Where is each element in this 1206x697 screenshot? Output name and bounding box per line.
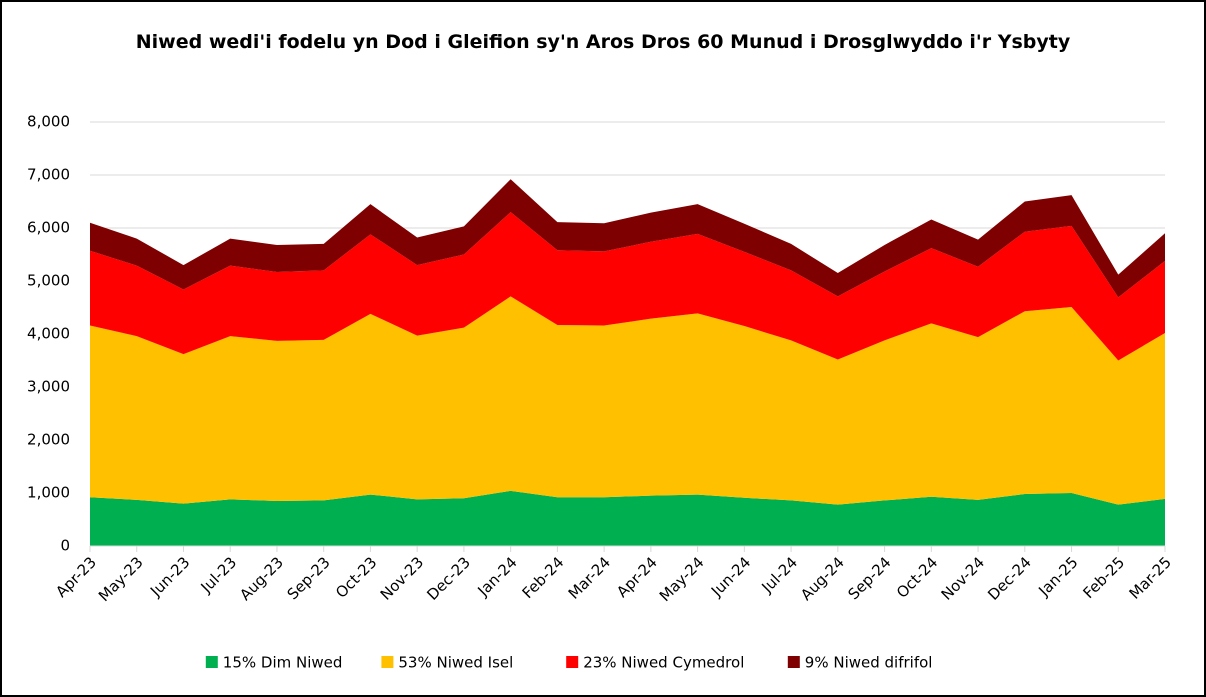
areas	[90, 179, 1165, 546]
area	[90, 179, 1165, 298]
y-tick-label: 8,000	[27, 113, 70, 131]
y-tick-label: 5,000	[27, 272, 70, 290]
legend-swatch	[381, 656, 394, 668]
y-tick-label: 4,000	[27, 325, 70, 343]
legend-label: 9% Niwed difrifol	[805, 654, 933, 672]
y-tick-label: 2,000	[27, 431, 70, 449]
chart-title: Niwed wedi'i fodelu yn Dod i Gleifion sy…	[135, 31, 1071, 53]
legend-swatch	[205, 656, 218, 668]
legend-swatch	[787, 656, 800, 668]
y-tick-label: 1,000	[27, 484, 70, 502]
y-tick-label: 6,000	[27, 219, 70, 237]
area	[90, 296, 1165, 505]
area	[90, 212, 1165, 361]
y-tick-label: 7,000	[27, 166, 70, 184]
legend-label: 53% Niwed Isel	[398, 654, 513, 672]
y-tick-label: 0	[60, 537, 70, 555]
area	[90, 490, 1165, 546]
y-tick-label: 3,000	[27, 378, 70, 396]
legend-label: 15% Dim Niwed	[223, 654, 343, 672]
legend-label: 23% Niwed Cymedrol	[583, 654, 744, 672]
legend-swatch	[566, 656, 579, 668]
